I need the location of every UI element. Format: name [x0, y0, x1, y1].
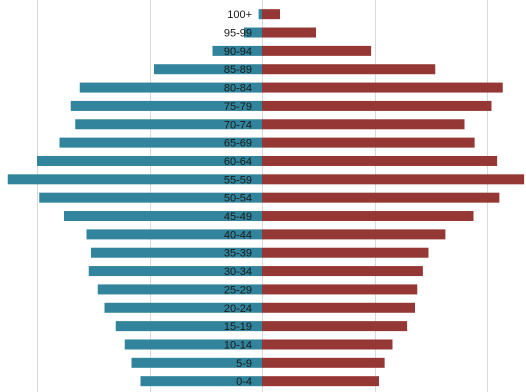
bar-left-0-4	[140, 376, 262, 387]
bar-right-65-69	[262, 137, 475, 148]
bar-left-80-84	[79, 82, 262, 93]
category-label: 80-84	[224, 83, 252, 95]
bar-left-85-89	[154, 64, 262, 75]
bar-right-35-39	[262, 247, 429, 258]
category-label: 0-4	[236, 376, 252, 388]
category-label: 30-34	[224, 266, 252, 278]
bar-right-25-29	[262, 284, 418, 295]
category-label: 25-29	[224, 284, 252, 296]
bar-right-60-64	[262, 155, 498, 166]
bar-right-5-9	[262, 357, 385, 368]
bar-right-85-89	[262, 64, 436, 75]
category-label: 15-19	[224, 321, 252, 333]
category-label: 85-89	[224, 64, 252, 76]
bar-right-15-19	[262, 321, 408, 332]
bar-left-45-49	[64, 211, 262, 222]
bar-left-95-99	[244, 27, 262, 38]
bar-left-30-34	[88, 266, 262, 277]
bar-left-50-54	[39, 192, 262, 203]
bar-left-70-74	[75, 119, 262, 130]
bar-left-35-39	[91, 247, 262, 258]
category-label: 40-44	[224, 229, 252, 241]
bar-left-25-29	[97, 284, 262, 295]
category-label: 35-39	[224, 248, 252, 260]
bar-left-100+	[258, 9, 262, 20]
bar-left-90-94	[212, 45, 262, 56]
bar-left-75-79	[70, 100, 262, 111]
bar-right-0-4	[262, 376, 379, 387]
bar-left-15-19	[115, 321, 262, 332]
bar-left-40-44	[86, 229, 262, 240]
category-label: 45-49	[224, 211, 252, 223]
bar-right-75-79	[262, 100, 492, 111]
bars	[7, 9, 525, 387]
bar-right-50-54	[262, 192, 500, 203]
bar-left-20-24	[104, 302, 262, 313]
bar-right-100+	[262, 9, 280, 20]
bar-right-30-34	[262, 266, 423, 277]
bar-right-80-84	[262, 82, 503, 93]
bar-left-5-9	[131, 357, 262, 368]
category-label: 65-69	[224, 138, 252, 150]
bar-right-40-44	[262, 229, 446, 240]
category-label: 5-9	[236, 358, 252, 370]
bar-right-10-14	[262, 339, 393, 350]
bar-right-95-99	[262, 27, 316, 38]
bar-right-45-49	[262, 211, 474, 222]
category-label: 60-64	[224, 156, 252, 168]
bar-right-90-94	[262, 45, 372, 56]
category-label: 75-79	[224, 101, 252, 113]
category-label: 10-14	[224, 339, 252, 351]
category-labels: 100+ 95-99 90-94 85-89 80-84 75-79 70-74 65-69 6…	[224, 9, 252, 388]
category-label: 50-54	[224, 193, 252, 205]
bar-left-65-69	[59, 137, 262, 148]
bar-left-55-59	[7, 174, 262, 185]
category-label: 70-74	[224, 119, 252, 131]
bar-left-60-64	[37, 155, 262, 166]
category-label: 20-24	[224, 303, 252, 315]
category-label: 95-99	[224, 28, 252, 40]
category-label: 90-94	[224, 46, 252, 58]
category-label: 100+	[227, 9, 252, 21]
bar-right-55-59	[262, 174, 525, 185]
bar-right-70-74	[262, 119, 465, 130]
bar-left-10-14	[124, 339, 262, 350]
category-label: 55-59	[224, 174, 252, 186]
bar-right-20-24	[262, 302, 415, 313]
